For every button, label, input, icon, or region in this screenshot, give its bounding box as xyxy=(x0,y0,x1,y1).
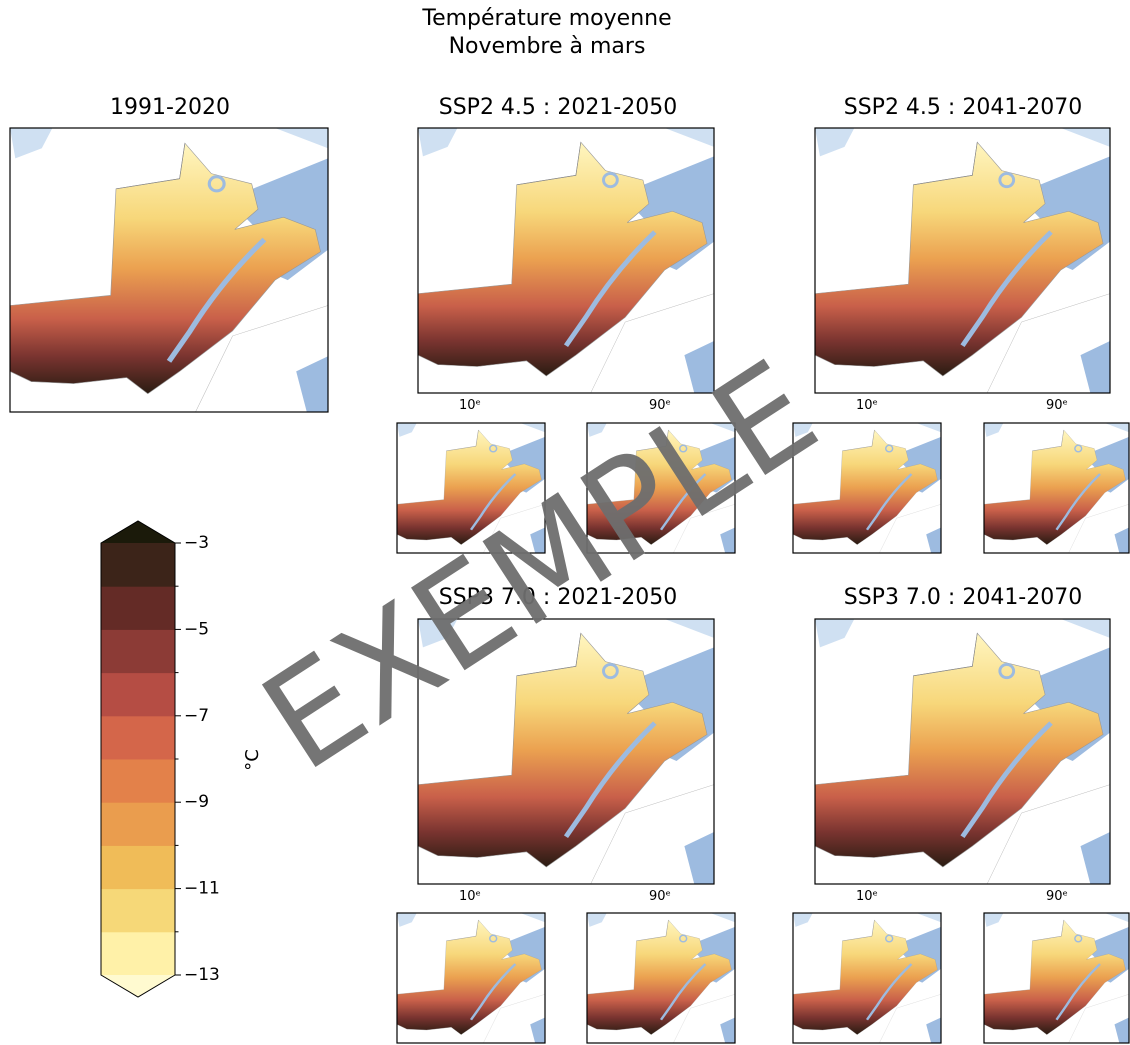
colorbar-extension-under xyxy=(101,975,175,997)
colorbar-band xyxy=(101,931,175,976)
percentile-label: 90ᵉ xyxy=(649,889,671,904)
map xyxy=(793,913,941,1043)
colorbar-tick-label: −7 xyxy=(184,706,209,726)
map xyxy=(10,128,328,412)
colorbar: −13 −11 −9 −7 −5 −3 xyxy=(100,520,220,998)
colorbar-extension-over xyxy=(101,521,175,543)
map-panel: SSP3 7.0 : 2021-2050 10ᵉ 90ᵉ xyxy=(396,585,736,1044)
colorbar-tick-label: −5 xyxy=(184,619,209,639)
map-frame xyxy=(586,422,736,554)
map xyxy=(418,128,714,393)
percentile-label: 10ᵉ xyxy=(459,398,481,413)
map-frame xyxy=(417,618,715,885)
colorbar-tick-label: −3 xyxy=(184,533,209,553)
map-frame xyxy=(983,912,1130,1044)
percentile-label: 10ᵉ xyxy=(856,398,878,413)
map-frame xyxy=(792,912,942,1044)
map-frame xyxy=(417,127,715,394)
title-line: Température moyenne xyxy=(421,6,671,31)
colorbar-band xyxy=(101,586,175,630)
map xyxy=(397,913,545,1043)
panel-title: SSP3 7.0 : 2021-2050 xyxy=(439,585,678,610)
colorbar-label: °C xyxy=(242,749,263,771)
map-frame xyxy=(792,422,942,554)
map-frame xyxy=(814,618,1111,885)
colorbar-band xyxy=(101,845,175,890)
colorbar-tick-label: −11 xyxy=(184,879,220,899)
percentile-label: 10ᵉ xyxy=(856,889,878,904)
map-frame xyxy=(9,127,329,413)
title-line: Novembre à mars xyxy=(449,34,646,59)
percentile-label: 90ᵉ xyxy=(1046,398,1068,413)
map-frame xyxy=(814,127,1111,394)
map-frame xyxy=(396,912,546,1044)
colorbar-tick-label: −13 xyxy=(184,965,220,985)
percentile-label: 10ᵉ xyxy=(459,889,481,904)
panel-title: SSP3 7.0 : 2041-2070 xyxy=(844,585,1083,610)
panel-title: SSP2 4.5 : 2021-2050 xyxy=(439,95,678,120)
map-frame xyxy=(586,912,736,1044)
colorbar-tick-label: −9 xyxy=(184,792,209,812)
panel-title: 1991-2020 xyxy=(110,95,230,120)
map xyxy=(815,128,1110,393)
map xyxy=(984,423,1129,553)
colorbar-band xyxy=(101,629,175,674)
percentile-label: 90ᵉ xyxy=(1046,889,1068,904)
colorbar-band xyxy=(101,715,175,760)
colorbar-band xyxy=(101,759,175,803)
map-frame xyxy=(983,422,1130,554)
map-panel: SSP3 7.0 : 2041-2070 10ᵉ 90ᵉ xyxy=(792,585,1130,1044)
map-panel: SSP2 4.5 : 2041-2070 10ᵉ 90ᵉ xyxy=(792,95,1130,554)
colorbar-band xyxy=(101,543,175,587)
panel-title: SSP2 4.5 : 2041-2070 xyxy=(844,95,1083,120)
map-panel: 1991-2020 xyxy=(9,95,329,413)
map-frame xyxy=(396,422,546,554)
map xyxy=(984,913,1129,1043)
map-panel: SSP2 4.5 : 2021-2050 10ᵉ 90ᵉ xyxy=(396,95,736,554)
colorbar-band xyxy=(101,802,175,846)
percentile-label: 90ᵉ xyxy=(649,398,671,413)
map xyxy=(815,619,1110,884)
map xyxy=(587,913,735,1043)
colorbar-band xyxy=(101,672,175,717)
colorbar-band xyxy=(101,888,175,933)
